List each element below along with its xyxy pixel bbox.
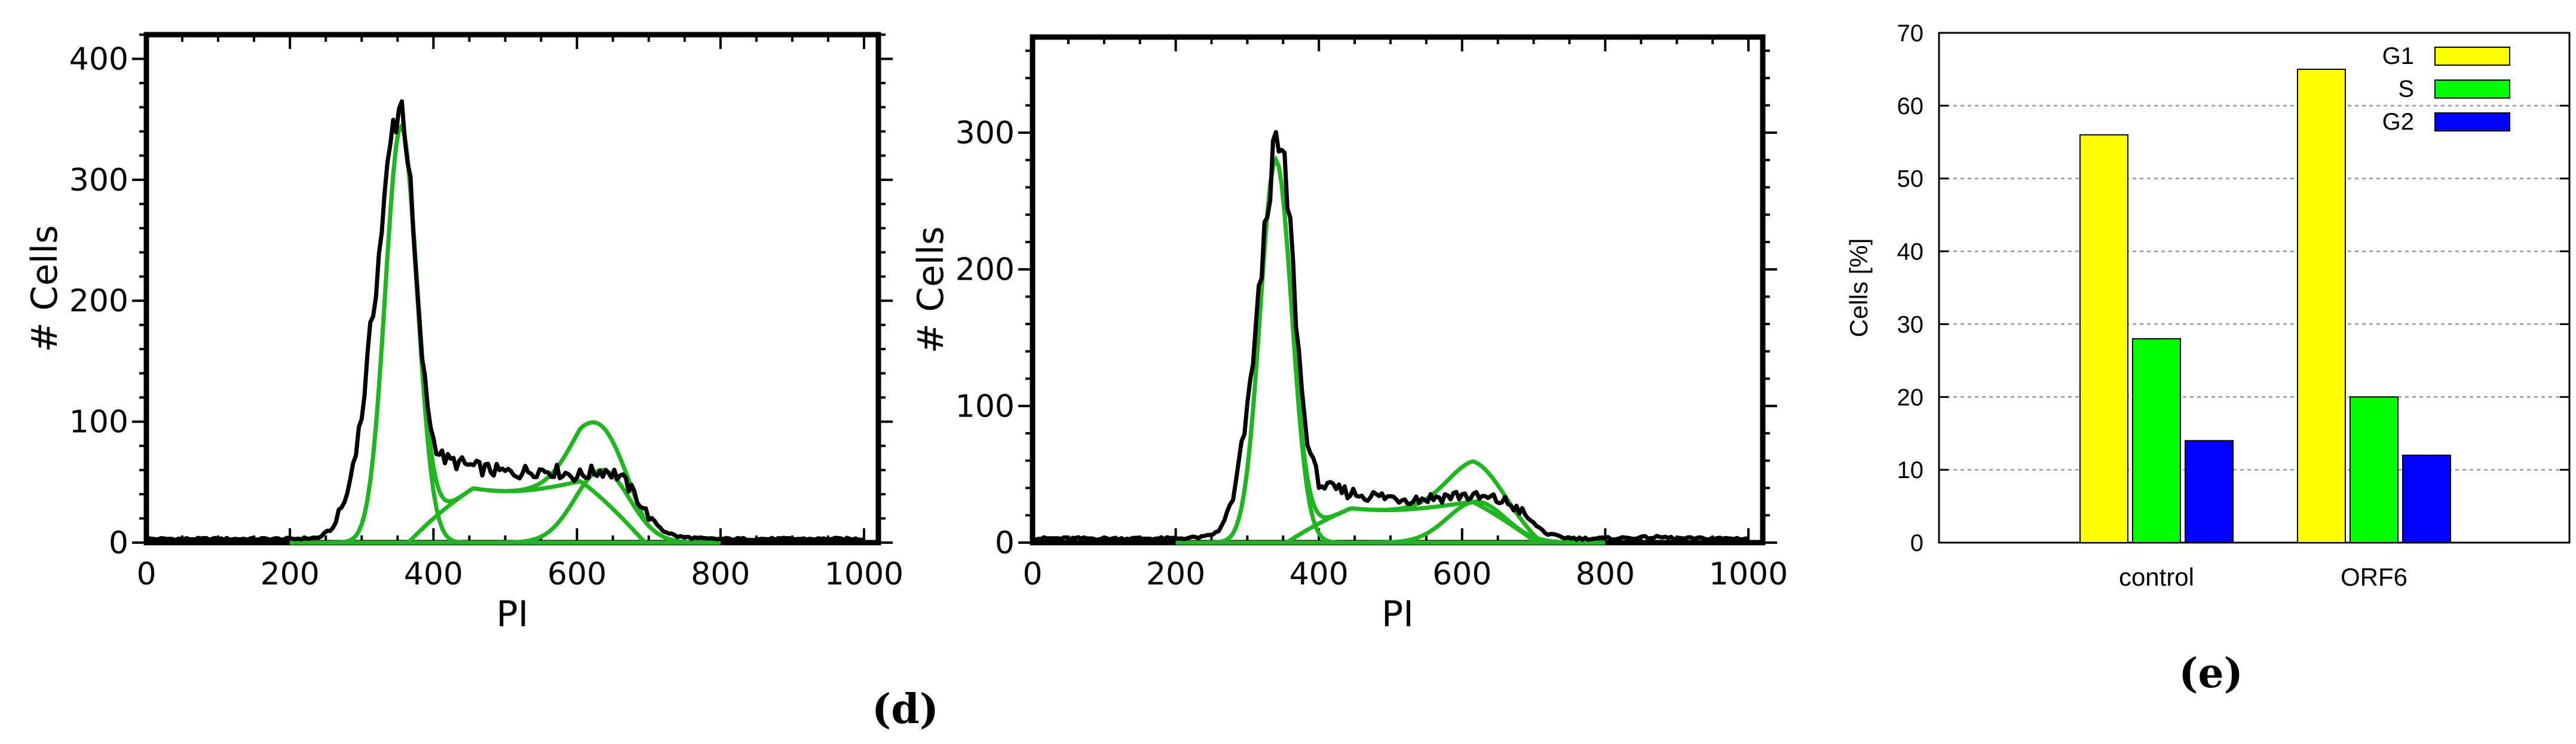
y-tick-label: 100: [955, 388, 1015, 424]
y-tick-label: 200: [69, 283, 128, 319]
bar-g2-control: [2184, 440, 2234, 544]
bar-s-orf6: [2349, 396, 2399, 543]
bar-g2-orf6: [2402, 454, 2451, 543]
x-axis-label: PI: [1382, 593, 1414, 635]
y-tick-label: 300: [955, 115, 1015, 151]
histogram-line: [1032, 130, 1749, 542]
legend-label-g2: G2: [2382, 109, 2414, 135]
fit-total: [1175, 155, 1606, 545]
y-tick-label: 100: [69, 405, 128, 440]
y-tick-label: 60: [1897, 93, 1924, 120]
histogram-chart-control: 0 200 400 600 800 1000 0 100 200 300 400 PI # Cells: [24, 32, 903, 635]
x-tick-label: 0: [136, 556, 156, 592]
y-tick-label: 300: [69, 163, 128, 198]
y-tick-label: 40: [1897, 239, 1924, 265]
y-tick-label: 0: [995, 525, 1015, 561]
bar-s-control: [2131, 338, 2181, 543]
y-tick-label: 0: [109, 525, 128, 561]
plot-frame: [1030, 34, 1766, 546]
panel-label-e: (e): [2179, 650, 2243, 697]
fit-component-g1: [1175, 155, 1606, 545]
x-tick-label: 400: [1289, 556, 1349, 592]
y-axis-label: # Cells: [24, 225, 66, 353]
panel-label-d: (d): [872, 685, 939, 733]
y-axis-label: Cells [%]: [1845, 238, 1873, 338]
plot-frame: [143, 32, 881, 546]
y-tick-label: 30: [1897, 311, 1924, 338]
x-tick-label: 0: [1022, 556, 1042, 592]
histogram-line: [145, 99, 865, 543]
x-tick-label: 600: [1432, 556, 1491, 592]
legend-label-s: S: [2398, 76, 2414, 102]
legend-label-g1: G1: [2382, 43, 2414, 69]
y-tick-label: 20: [1897, 384, 1924, 411]
y-tick-label: 200: [955, 252, 1015, 288]
y-tick-label: 400: [69, 41, 128, 77]
y-tick-label: 70: [1897, 20, 1924, 47]
x-tick-label: 600: [547, 556, 607, 592]
x-tick-label: control: [2119, 563, 2194, 591]
legend-swatch-g2: [2434, 112, 2510, 131]
fit-component-g1: [290, 121, 721, 545]
y-tick-label: 0: [1910, 530, 1923, 556]
bar-g1-orf6: [2296, 68, 2346, 543]
legend-swatch-s: [2434, 79, 2510, 99]
x-tick-label: 800: [1576, 556, 1635, 592]
plot-frame: [1938, 32, 2571, 544]
x-tick-label: 1000: [1709, 556, 1788, 592]
bar-g1-control: [2079, 134, 2128, 544]
histogram-chart-orf6: 0 200 400 600 800 1000 0 100 200 300 PI # Cells: [910, 34, 1788, 635]
x-tick-label: ORF6: [2341, 563, 2407, 591]
x-tick-label: 1000: [825, 556, 903, 592]
fit-total: [290, 121, 721, 545]
y-axis-label: # Cells: [910, 226, 952, 354]
cell-cycle-bar-chart: 0 10 20 30 40 50 60 70 Cells [%] control ORF6 G1 S G2: [1845, 20, 2571, 591]
x-tick-label: 200: [261, 556, 320, 592]
x-axis-label: PI: [497, 593, 529, 635]
x-tick-label: 800: [691, 556, 750, 592]
x-tick-label: 200: [1146, 556, 1205, 592]
x-tick-label: 400: [404, 556, 463, 592]
y-tick-label: 50: [1897, 166, 1924, 192]
y-tick-label: 10: [1897, 457, 1924, 483]
legend-swatch-g1: [2434, 47, 2510, 66]
